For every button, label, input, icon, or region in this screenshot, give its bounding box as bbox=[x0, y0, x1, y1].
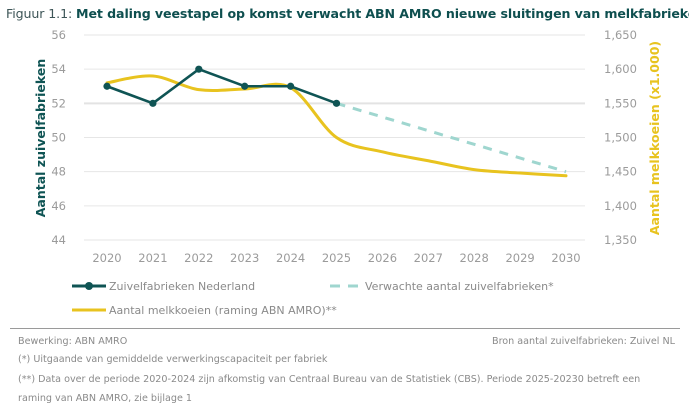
footer-note-2: (**) Data over de periode 2020-2024 zijn… bbox=[18, 374, 641, 385]
x-tick-label: 2030 bbox=[551, 251, 580, 265]
figure-number: Figuur 1.1: bbox=[6, 6, 77, 21]
y-right-tick-label: 1,500 bbox=[604, 131, 637, 145]
legend-item-melkkoeien[interactable]: Aantal melkkoeien (raming ABN AMRO)** bbox=[72, 304, 337, 317]
y-tick-label: 50 bbox=[51, 131, 66, 145]
series-layer bbox=[103, 65, 568, 178]
legend-label: Zuivelfabrieken Nederland bbox=[109, 280, 255, 293]
legend-item-zuivelfabrieken[interactable]: Zuivelfabrieken Nederland bbox=[72, 280, 255, 293]
y-right-tick-label: 1,600 bbox=[604, 62, 637, 76]
data-point-zuivelfabrieken bbox=[195, 65, 203, 73]
x-tick-label: 2020 bbox=[92, 251, 121, 265]
y-tick-label: 48 bbox=[51, 165, 66, 179]
y-right-tick-label: 1,350 bbox=[604, 233, 637, 247]
y-right-tick-label: 1,550 bbox=[604, 96, 637, 110]
y-tick-label: 52 bbox=[51, 96, 66, 110]
figure-heading: Met daling veestapel op komst verwacht A… bbox=[76, 6, 689, 21]
x-tick-label: 2028 bbox=[460, 251, 489, 265]
y-tick-label: 54 bbox=[51, 62, 66, 76]
legend-item-verwacht[interactable]: Verwachte aantal zuivelfabrieken* bbox=[330, 280, 554, 293]
series-melkkoeien-line bbox=[105, 74, 568, 178]
x-tick-label: 2026 bbox=[368, 251, 397, 265]
legend-swatch-marker bbox=[85, 282, 93, 290]
data-point-zuivelfabrieken bbox=[241, 82, 249, 90]
x-axis-ticks: 2020 2021 2022 2023 2024 2025 2026 2027 2028 2029… bbox=[92, 251, 580, 265]
x-tick-label: 2021 bbox=[138, 251, 167, 265]
data-point-zuivelfabrieken bbox=[287, 82, 295, 90]
series-zuivelfabrieken-line bbox=[106, 67, 337, 105]
x-tick-label: 2022 bbox=[184, 251, 213, 265]
x-tick-label: 2025 bbox=[322, 251, 351, 265]
x-tick-label: 2029 bbox=[505, 251, 534, 265]
legend-label: Aantal melkkoeien (raming ABN AMRO)** bbox=[109, 304, 337, 317]
series-verwacht-line bbox=[336, 101, 567, 174]
chart: 56 54 52 50 48 46 44 1,650 1,600 1,550 1,500 1,450… bbox=[33, 28, 662, 317]
footer-source-left: Bewerking: ABN AMRO bbox=[18, 336, 128, 347]
footer-note-2-cont: raming van ABN AMRO, zie bijlage 1 bbox=[18, 393, 193, 404]
x-tick-label: 2024 bbox=[276, 251, 305, 265]
y-tick-label: 46 bbox=[51, 199, 66, 213]
figure-title: Figuur 1.1: Met daling veestapel op koms… bbox=[6, 6, 689, 21]
y-tick-label: 56 bbox=[51, 28, 66, 42]
y-axis-left-ticks: 56 54 52 50 48 46 44 bbox=[51, 28, 66, 247]
legend: Zuivelfabrieken Nederland Verwachte aant… bbox=[72, 280, 554, 317]
y-axis-right-ticks: 1,650 1,600 1,550 1,500 1,450 1,400 1,350 bbox=[604, 28, 637, 247]
x-tick-label: 2027 bbox=[414, 251, 443, 265]
y-right-tick-label: 1,650 bbox=[604, 28, 637, 42]
y-axis-right-label: Aantal melkkoeien (x1.000) bbox=[647, 41, 662, 235]
y-axis-left-label: Aantal zuivelfabrieken bbox=[33, 59, 48, 218]
footer-source-right: Bron aantal zuivelfabrieken: Zuivel NL bbox=[491, 336, 675, 347]
y-tick-label: 44 bbox=[51, 233, 66, 247]
footer-note-1: (*) Uitgaande van gemiddelde verwerkings… bbox=[18, 354, 328, 365]
data-point-zuivelfabrieken bbox=[332, 99, 341, 107]
legend-label: Verwachte aantal zuivelfabrieken* bbox=[365, 280, 554, 293]
data-point-zuivelfabrieken bbox=[103, 82, 111, 90]
x-tick-label: 2023 bbox=[230, 251, 259, 265]
y-right-tick-label: 1,400 bbox=[604, 199, 637, 213]
data-point-zuivelfabrieken bbox=[149, 99, 157, 107]
footer-divider bbox=[10, 328, 680, 329]
y-right-tick-label: 1,450 bbox=[604, 165, 637, 179]
gridlines bbox=[84, 34, 585, 241]
